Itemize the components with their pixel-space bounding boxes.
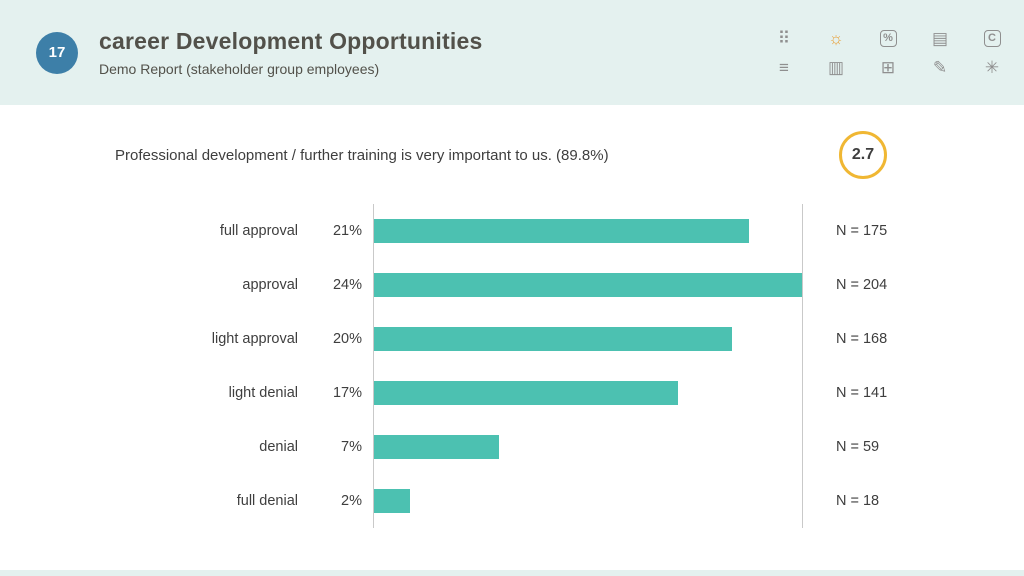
bar-track <box>362 273 803 297</box>
bar <box>374 219 750 243</box>
bar-track <box>362 489 803 513</box>
value-label: 7% <box>341 439 362 455</box>
category-label: light denial <box>228 385 298 401</box>
edit-icon[interactable]: ✎ <box>932 57 948 77</box>
n-label: N = 168 <box>836 331 888 347</box>
chart-row: denial 7% N = 59 <box>115 420 995 474</box>
asterisk-icon[interactable]: ✳ <box>984 57 1000 77</box>
axis-line-right <box>802 204 803 528</box>
chart-row: light denial 17% N = 141 <box>115 366 995 420</box>
n-label: N = 18 <box>836 493 880 509</box>
chart-row: light approval 20% N = 168 <box>115 312 995 366</box>
bar-track <box>362 381 803 405</box>
sort-icon[interactable]: ≡ <box>779 57 789 77</box>
main-content: Professional development / further train… <box>0 131 1024 528</box>
bar <box>374 273 803 297</box>
bar-track <box>362 435 803 459</box>
page-title: career Development Opportunities <box>99 28 483 54</box>
toolbar: ⠿ ☼% ▤ C ≡ ▥ ⊞ ✎ ✳ <box>758 28 1018 77</box>
chart-row: approval 24% N = 204 <box>115 258 995 312</box>
document-icon[interactable]: ▥ <box>827 57 845 77</box>
n-label: N = 175 <box>836 223 888 239</box>
bar <box>374 435 500 459</box>
n-label: N = 141 <box>836 385 888 401</box>
question-text: Professional development / further train… <box>115 146 609 164</box>
header: 17 career Development Opportunities Demo… <box>0 0 1024 105</box>
table-icon[interactable]: ⊞ <box>880 57 896 77</box>
slide-number-badge: 17 <box>36 31 78 74</box>
bar-track <box>362 327 803 351</box>
chart-row: full approval 21% N = 175 <box>115 204 995 258</box>
chart-settings-icon[interactable]: ⠿ <box>777 28 791 48</box>
value-label: 17% <box>332 385 362 401</box>
sun-chart-icon[interactable]: ☼ <box>828 28 844 48</box>
page-subtitle: Demo Report (stakeholder group employees… <box>99 61 380 77</box>
score-badge: 2.7 <box>839 131 887 179</box>
bar-track <box>362 219 803 243</box>
bar-chart: full approval 21% N = 175 approval 24% N = 20… <box>115 204 995 528</box>
value-label: 21% <box>332 223 362 239</box>
c-icon[interactable]: C <box>983 29 1001 47</box>
percent-icon[interactable]: % <box>879 29 897 47</box>
bar <box>374 327 732 351</box>
question-row: Professional development / further train… <box>115 131 1024 179</box>
bar <box>374 489 410 513</box>
value-label: 2% <box>341 493 362 509</box>
text-report-icon[interactable]: ▤ <box>931 28 949 48</box>
value-label: 20% <box>332 331 362 347</box>
category-label: approval <box>242 277 298 293</box>
axis-line-left <box>373 204 374 528</box>
category-label: denial <box>259 439 298 455</box>
n-label: N = 204 <box>836 277 888 293</box>
value-label: 24% <box>332 277 362 293</box>
footer-strip <box>0 570 1024 576</box>
category-label: full approval <box>219 223 298 239</box>
chart-row: full denial 2% N = 18 <box>115 474 995 528</box>
header-titles: career Development Opportunities Demo Re… <box>99 28 758 77</box>
category-label: full denial <box>236 493 298 509</box>
bar <box>374 381 678 405</box>
n-label: N = 59 <box>836 439 880 455</box>
category-label: light approval <box>211 331 298 347</box>
